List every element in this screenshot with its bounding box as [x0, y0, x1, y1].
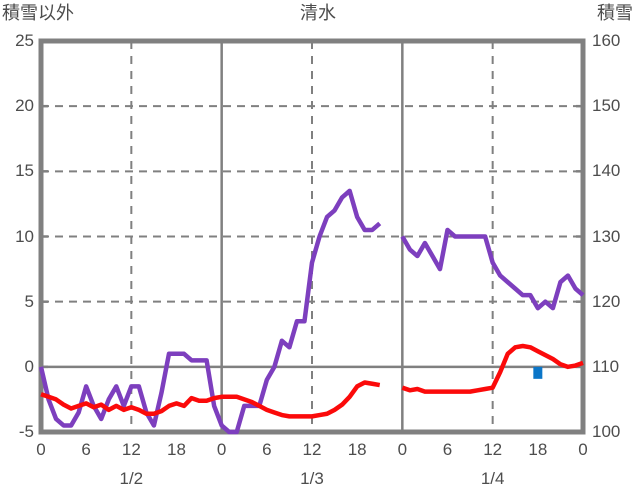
x-axis-date-label: 1/4: [480, 469, 505, 488]
x-axis-date-label: 1/2: [119, 469, 144, 488]
x-axis-tick-label: 12: [121, 440, 141, 459]
right-axis-tick-label: 100: [592, 422, 621, 441]
right-axis-tick-label: 150: [592, 96, 621, 116]
x-axis-tick-label: 0: [36, 440, 46, 459]
left-axis-tick-label: 15: [15, 161, 34, 181]
left-axis-tick-label: 0: [24, 356, 34, 376]
marker-layer: [533, 366, 543, 379]
x-axis-tick-label: 0: [578, 440, 588, 459]
series-line-1: [401, 343, 584, 394]
right-axis-tick-label: 110: [592, 356, 620, 376]
right-axis-tick-label: 160: [592, 31, 621, 50]
left-axis-tick-label: 5: [24, 291, 34, 311]
series-line-0: [400, 227, 585, 311]
x-axis-tick-label: 0: [216, 440, 227, 459]
chart-title: 清水: [300, 3, 336, 23]
x-axis-tick-label: 6: [262, 440, 272, 459]
x-axis-tick-label: 12: [302, 440, 322, 459]
left-axis-tick-label: -5: [18, 422, 34, 441]
right-axis-tick-label: 130: [592, 226, 621, 246]
current-observation-marker: [533, 366, 543, 379]
x-axis-date-label: 1/3: [300, 469, 324, 488]
series-layer: [38, 188, 585, 435]
series-line-1: [40, 380, 381, 419]
x-axis-tick-label: 6: [442, 440, 453, 459]
x-axis-tick-label: 0: [397, 440, 408, 459]
left-axis-tick-label: 20: [15, 96, 34, 116]
x-axis-tick-label: 6: [81, 440, 91, 459]
left-axis-title: 積雪以外: [2, 3, 74, 23]
x-axis-tick-label: 18: [347, 440, 367, 459]
right-axis-tick-label: 120: [592, 291, 621, 311]
series-line-0: [38, 188, 382, 435]
x-axis-tick-label: 12: [483, 440, 503, 459]
right-axis-tick-label: 140: [592, 161, 621, 181]
x-axis-tick-label: 18: [528, 440, 548, 459]
left-axis-tick-label: 25: [15, 31, 34, 50]
right-axis-title: 積雪: [597, 3, 633, 23]
x-axis-tick-label: 18: [167, 440, 186, 459]
left-axis-tick-label: 10: [15, 226, 34, 246]
